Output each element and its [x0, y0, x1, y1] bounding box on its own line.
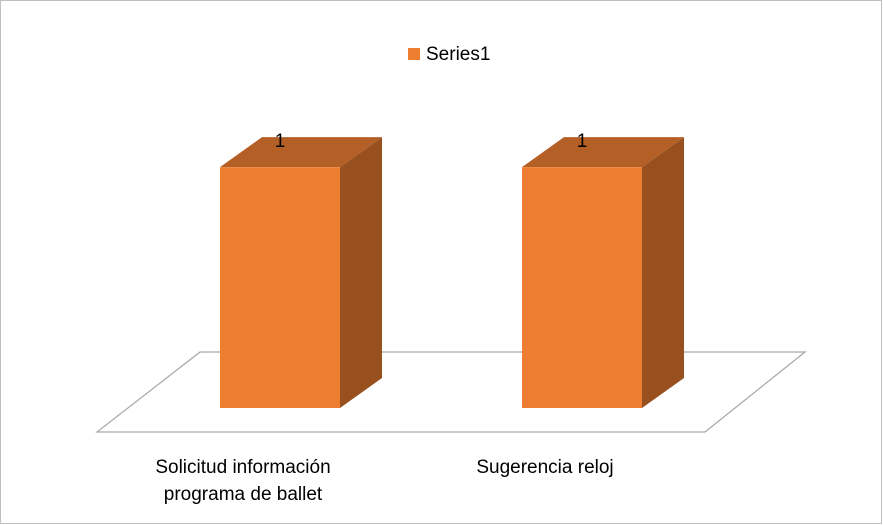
- bar: [220, 167, 340, 408]
- data-label: 1: [275, 131, 286, 152]
- bar-side: [340, 137, 382, 408]
- bar: [522, 167, 642, 408]
- x-tick-label: Sugerencia reloj: [476, 457, 614, 478]
- bar-side: [642, 137, 684, 408]
- legend-swatch: [408, 48, 420, 60]
- floor: [95, 351, 807, 433]
- data-label: 1: [577, 131, 588, 152]
- legend-label: Series1: [426, 44, 490, 65]
- x-tick-label: Solicitud información programa de ballet: [155, 457, 331, 505]
- bar-top: [220, 137, 382, 168]
- bar-top: [522, 137, 684, 168]
